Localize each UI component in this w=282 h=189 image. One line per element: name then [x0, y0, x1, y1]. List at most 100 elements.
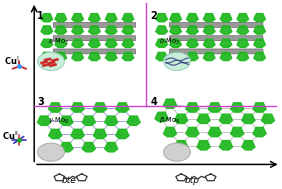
- Polygon shape: [55, 26, 67, 34]
- Text: btp: btp: [185, 176, 200, 185]
- Polygon shape: [203, 52, 215, 61]
- Polygon shape: [156, 26, 168, 34]
- Polygon shape: [105, 52, 117, 61]
- Polygon shape: [220, 39, 232, 47]
- Polygon shape: [231, 103, 244, 112]
- Polygon shape: [155, 112, 168, 122]
- Polygon shape: [122, 39, 134, 47]
- Polygon shape: [41, 26, 53, 34]
- Polygon shape: [116, 103, 129, 112]
- Text: bte: bte: [62, 176, 77, 185]
- Polygon shape: [156, 52, 168, 61]
- Polygon shape: [175, 141, 188, 150]
- Polygon shape: [41, 39, 53, 47]
- FancyBboxPatch shape: [53, 49, 136, 54]
- Polygon shape: [186, 103, 199, 112]
- Polygon shape: [253, 103, 266, 112]
- Polygon shape: [254, 14, 265, 22]
- Polygon shape: [220, 52, 232, 61]
- Polygon shape: [122, 52, 134, 61]
- Polygon shape: [89, 52, 100, 61]
- FancyBboxPatch shape: [169, 22, 263, 27]
- Polygon shape: [72, 39, 83, 47]
- Polygon shape: [197, 114, 210, 123]
- Text: 4: 4: [150, 97, 157, 107]
- Polygon shape: [44, 58, 51, 61]
- Text: Cu$^{\rm II}$: Cu$^{\rm II}$: [2, 130, 19, 142]
- Polygon shape: [187, 26, 198, 34]
- Polygon shape: [237, 52, 249, 61]
- Polygon shape: [208, 127, 221, 137]
- Text: $\beta$-Mo$_8$: $\beta$-Mo$_8$: [159, 116, 180, 126]
- Circle shape: [38, 143, 65, 161]
- Polygon shape: [242, 114, 255, 123]
- Text: $a$-Mo$_3$: $a$-Mo$_3$: [48, 36, 69, 47]
- Circle shape: [164, 143, 190, 161]
- Polygon shape: [254, 52, 265, 61]
- FancyBboxPatch shape: [53, 22, 136, 27]
- Polygon shape: [41, 14, 53, 22]
- Polygon shape: [49, 129, 62, 139]
- Polygon shape: [72, 14, 83, 22]
- Polygon shape: [219, 141, 233, 150]
- FancyBboxPatch shape: [53, 36, 136, 41]
- Polygon shape: [38, 116, 50, 125]
- Polygon shape: [237, 26, 249, 34]
- Polygon shape: [203, 14, 215, 22]
- Polygon shape: [122, 26, 134, 34]
- Polygon shape: [203, 39, 215, 47]
- Polygon shape: [254, 39, 265, 47]
- Polygon shape: [72, 52, 83, 61]
- Polygon shape: [220, 14, 232, 22]
- Polygon shape: [187, 14, 198, 22]
- Polygon shape: [105, 39, 117, 47]
- Polygon shape: [122, 14, 134, 22]
- Polygon shape: [156, 14, 168, 22]
- Polygon shape: [231, 127, 244, 137]
- Polygon shape: [51, 59, 58, 62]
- Text: 3: 3: [37, 97, 44, 107]
- Polygon shape: [72, 26, 83, 34]
- Polygon shape: [187, 52, 198, 61]
- Polygon shape: [55, 39, 67, 47]
- Polygon shape: [60, 143, 73, 152]
- Polygon shape: [164, 99, 177, 108]
- Polygon shape: [219, 114, 233, 123]
- Polygon shape: [48, 61, 55, 64]
- Polygon shape: [55, 52, 67, 61]
- FancyBboxPatch shape: [169, 36, 263, 41]
- Polygon shape: [170, 26, 181, 34]
- Text: 2: 2: [150, 11, 157, 21]
- Polygon shape: [237, 14, 249, 22]
- Polygon shape: [89, 26, 100, 34]
- Polygon shape: [71, 103, 84, 112]
- Polygon shape: [55, 14, 67, 22]
- Polygon shape: [71, 129, 84, 139]
- Polygon shape: [186, 127, 199, 137]
- Text: 1: 1: [37, 11, 44, 21]
- Polygon shape: [41, 61, 47, 64]
- Polygon shape: [254, 26, 265, 34]
- Polygon shape: [82, 143, 95, 152]
- Polygon shape: [170, 39, 181, 47]
- Text: $b$-Mo$_3$: $b$-Mo$_3$: [159, 36, 180, 47]
- Polygon shape: [156, 39, 168, 47]
- Polygon shape: [60, 116, 73, 125]
- Polygon shape: [82, 116, 95, 125]
- Polygon shape: [105, 143, 118, 152]
- Polygon shape: [43, 64, 49, 66]
- Polygon shape: [261, 114, 275, 123]
- Circle shape: [164, 52, 190, 70]
- Polygon shape: [203, 26, 215, 34]
- Polygon shape: [237, 39, 249, 47]
- Polygon shape: [127, 116, 140, 125]
- Polygon shape: [170, 52, 181, 61]
- Polygon shape: [208, 103, 221, 112]
- FancyBboxPatch shape: [169, 49, 263, 54]
- Polygon shape: [49, 64, 56, 67]
- Polygon shape: [93, 129, 107, 139]
- Polygon shape: [105, 26, 117, 34]
- Polygon shape: [164, 127, 177, 137]
- Polygon shape: [105, 116, 118, 125]
- Polygon shape: [116, 129, 129, 139]
